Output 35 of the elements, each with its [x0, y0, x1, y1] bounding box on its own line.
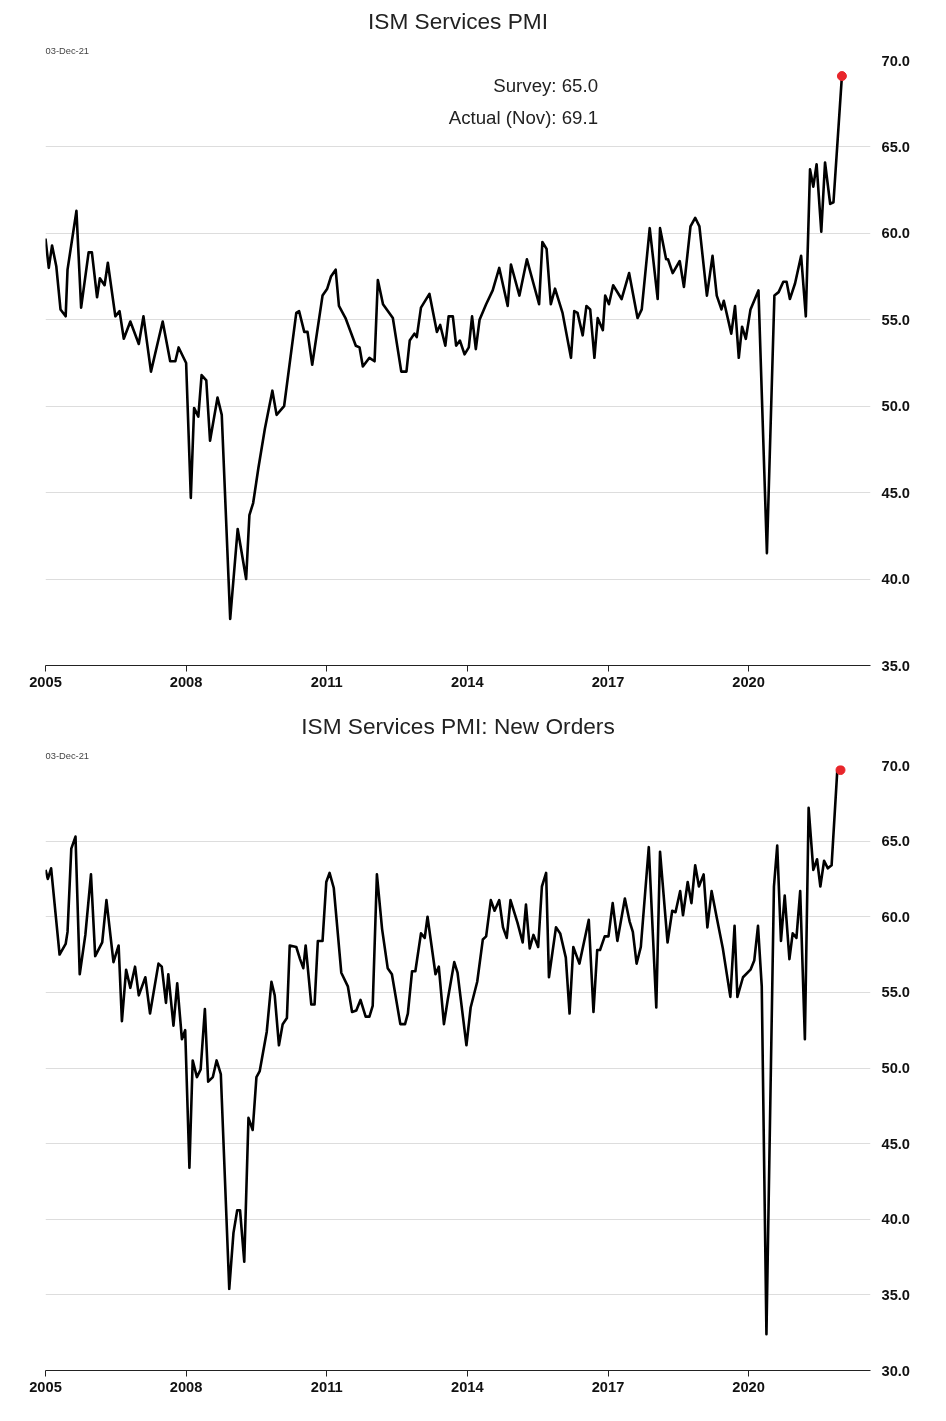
- x-tick-label: 2005: [29, 673, 62, 690]
- y-tick-label: 65.0: [881, 138, 911, 155]
- x-tick-label: 2005: [29, 1378, 62, 1395]
- x-tick-label: 2008: [169, 673, 203, 690]
- y-tick-label: 45.0: [881, 484, 911, 501]
- y-tick-label: 65.0: [881, 833, 911, 850]
- y-tick-label: 40.0: [881, 1211, 911, 1228]
- x-tick-label: 2014: [451, 673, 485, 690]
- y-tick-label: 55.0: [881, 311, 911, 328]
- x-tick-label: 2011: [310, 1378, 343, 1395]
- x-tick-label: 2011: [310, 673, 343, 690]
- x-tick-label: 2017: [591, 673, 625, 690]
- y-tick-label: 70.0: [881, 757, 911, 774]
- y-tick-label: 55.0: [881, 984, 911, 1001]
- y-tick-label: 50.0: [881, 398, 911, 415]
- y-tick-label: 40.0: [881, 571, 911, 588]
- x-tick-label: 2020: [732, 673, 765, 690]
- y-tick-label: 50.0: [881, 1060, 911, 1076]
- text: 03-Dec-21: [45, 750, 90, 761]
- x-tick-label: 2020: [732, 1378, 765, 1395]
- x-tick-label: 2008: [169, 1378, 203, 1395]
- annotation: Actual (Nov): 69.1: [448, 106, 599, 128]
- x-tick-label: 2014: [451, 1378, 485, 1395]
- y-tick-label: 35.0: [881, 1286, 911, 1303]
- chart-title: ISM Services PMI: [367, 7, 549, 34]
- y-tick-label: 30.0: [881, 1362, 911, 1379]
- y-tick-label: 45.0: [881, 1135, 911, 1152]
- y-tick-label: 35.0: [881, 657, 911, 674]
- chart-title: ISM Services PMI: New Orders: [301, 712, 615, 739]
- x-tick-label: 2017: [591, 1378, 625, 1395]
- y-tick-label: 60.0: [881, 225, 911, 242]
- y-tick-label: 60.0: [881, 908, 911, 925]
- y-tick-label: 70.0: [881, 52, 911, 69]
- annotation: Survey: 65.0: [493, 75, 599, 97]
- text: 03-Dec-21: [45, 45, 90, 56]
